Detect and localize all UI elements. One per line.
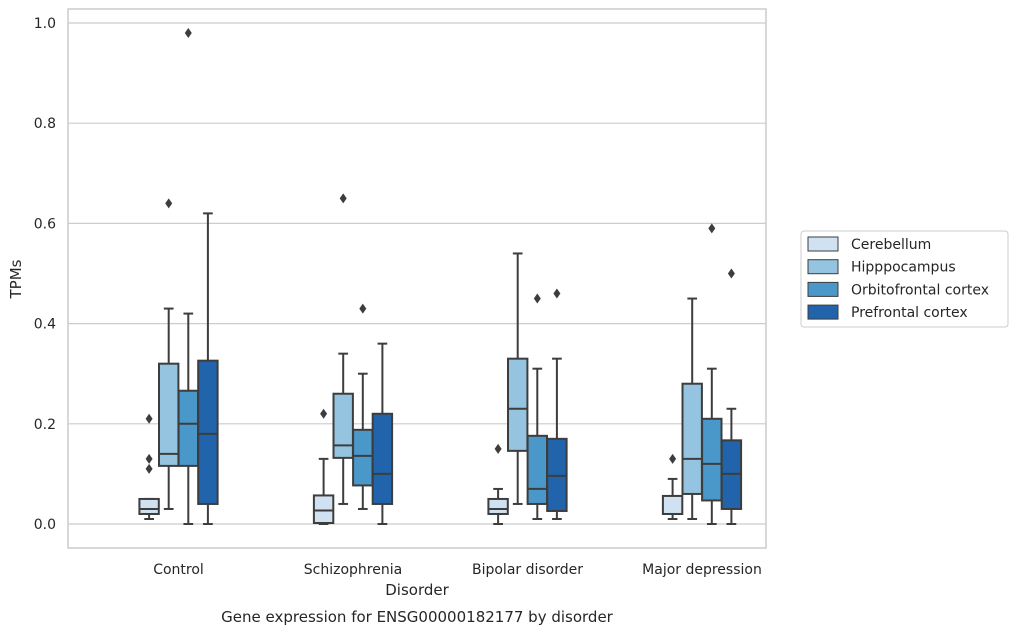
box-2-2 bbox=[526, 293, 548, 520]
box-0-1 bbox=[158, 198, 180, 510]
x-tick-label: Schizophrenia bbox=[304, 562, 402, 578]
legend-swatch bbox=[807, 281, 839, 297]
outlier-point bbox=[727, 268, 735, 279]
box-2-1 bbox=[507, 252, 529, 505]
boxplots bbox=[138, 28, 743, 525]
legend-swatch bbox=[807, 304, 839, 320]
box-3-1 bbox=[681, 297, 703, 520]
outlier-point bbox=[145, 413, 153, 424]
box-1-2 bbox=[352, 303, 374, 510]
box-0-3 bbox=[197, 212, 219, 525]
legend-label: Orbitofrontal cortex bbox=[851, 282, 989, 298]
legend-frame bbox=[800, 230, 1009, 328]
plot-area-frame bbox=[67, 8, 767, 549]
outlier-point bbox=[165, 198, 173, 209]
y-tick-label: 1.0 bbox=[34, 16, 56, 32]
chart-title: Gene expression for ENSG00000182177 by d… bbox=[221, 608, 614, 626]
outlier-point bbox=[184, 28, 192, 39]
legend-swatch bbox=[807, 236, 839, 252]
x-tick-label: Major depression bbox=[642, 562, 762, 578]
x-axis-ticks: Control Schizophrenia Bipolar disorder Majo… bbox=[153, 562, 762, 578]
outlier-point bbox=[145, 463, 153, 474]
box-3-2 bbox=[701, 223, 723, 525]
box-1-0 bbox=[312, 408, 335, 525]
legend-label: Hipppocampus bbox=[851, 260, 956, 276]
outlier-point bbox=[708, 223, 716, 234]
box-body bbox=[312, 494, 335, 524]
x-axis-label: Disorder bbox=[385, 581, 449, 599]
box-body bbox=[546, 437, 568, 512]
y-axis-label: TPMs bbox=[7, 259, 25, 299]
outlier-point bbox=[339, 193, 347, 204]
box-3-0 bbox=[661, 453, 684, 520]
box-body bbox=[371, 412, 394, 505]
outlier-point bbox=[533, 293, 541, 304]
outlier-point bbox=[553, 288, 561, 299]
box-body bbox=[701, 417, 723, 502]
box-0-2 bbox=[177, 28, 200, 525]
legend-swatch bbox=[807, 259, 839, 275]
y-tick-label: 0.2 bbox=[34, 417, 56, 433]
outlier-point bbox=[359, 303, 367, 314]
box-2-0 bbox=[487, 443, 509, 525]
box-body bbox=[197, 359, 219, 505]
x-tick-label: Bipolar disorder bbox=[472, 562, 583, 578]
y-axis-ticks: 0.0 0.2 0.4 0.6 0.8 1.0 bbox=[34, 16, 56, 533]
box-1-1 bbox=[332, 193, 354, 505]
box-body bbox=[352, 428, 374, 487]
box-body bbox=[158, 362, 180, 467]
outlier-point bbox=[669, 453, 677, 464]
outlier-point bbox=[145, 453, 153, 464]
legend-label: Cerebellum bbox=[851, 237, 931, 253]
x-tick-label: Control bbox=[153, 562, 204, 578]
y-tick-label: 0.0 bbox=[34, 517, 56, 533]
y-tick-label: 0.8 bbox=[34, 116, 56, 132]
box-2-3 bbox=[546, 288, 568, 520]
box-body bbox=[177, 389, 200, 467]
y-tick-label: 0.6 bbox=[34, 216, 56, 232]
legend: Cerebellum Hipppocampus Orbitofrontal cort… bbox=[800, 230, 1009, 328]
box-3-3 bbox=[720, 268, 743, 525]
y-tick-label: 0.4 bbox=[34, 317, 56, 333]
box-body bbox=[332, 392, 354, 459]
outlier-point bbox=[320, 408, 328, 419]
box-body bbox=[487, 497, 509, 515]
outlier-point bbox=[494, 443, 502, 454]
box-body bbox=[507, 357, 529, 452]
box-body bbox=[526, 434, 548, 505]
box-0-0 bbox=[138, 413, 160, 520]
box-body bbox=[138, 497, 160, 515]
box-body bbox=[681, 382, 703, 495]
box-body bbox=[661, 494, 684, 515]
box-1-3 bbox=[371, 342, 394, 525]
legend-label: Prefrontal cortex bbox=[851, 305, 968, 321]
